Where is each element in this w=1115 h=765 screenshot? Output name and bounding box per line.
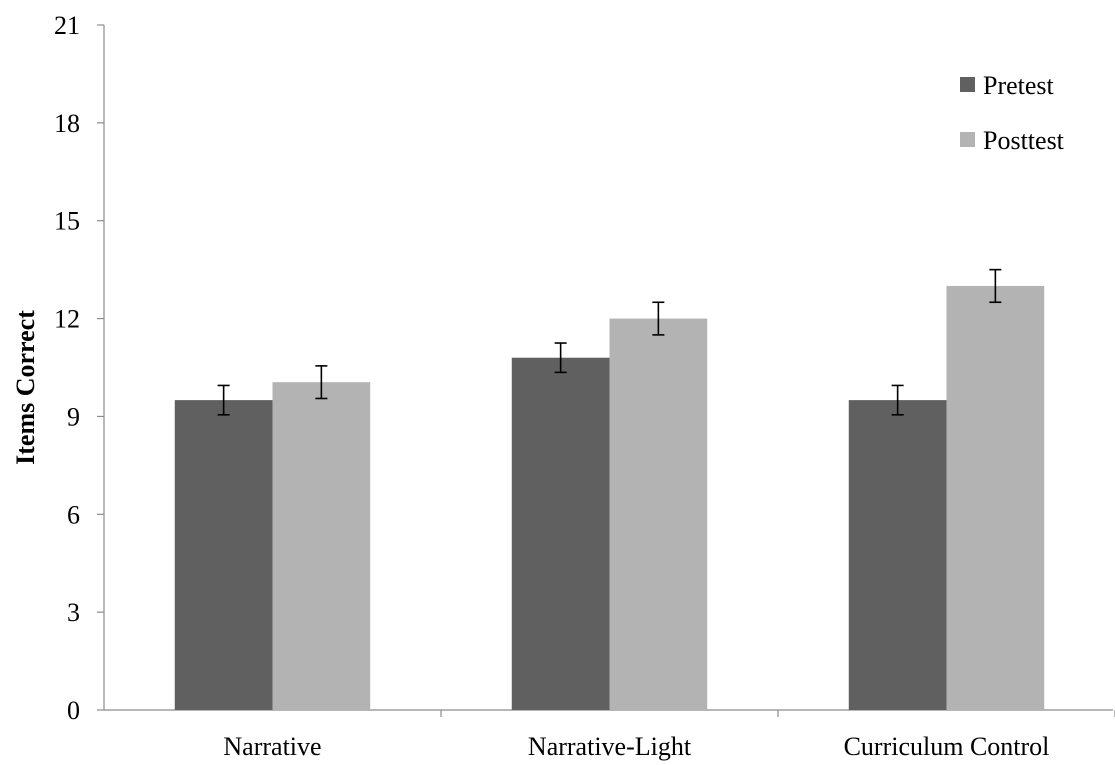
y-tick-label: 9 xyxy=(67,402,80,431)
y-tick-label: 21 xyxy=(54,11,80,40)
y-axis-label: Items Correct xyxy=(11,310,40,465)
x-category-label: Narrative-Light xyxy=(528,732,692,761)
bar-pretest-1 xyxy=(511,357,610,710)
y-tick-label: 6 xyxy=(67,500,80,529)
legend: Pretest Posttest xyxy=(960,71,1065,155)
y-tick-label: 15 xyxy=(54,207,80,236)
legend-label-pretest: Pretest xyxy=(983,71,1055,100)
y-tick-label: 12 xyxy=(54,305,80,334)
x-category-label: Curriculum Control xyxy=(844,732,1050,761)
legend-swatch-pretest xyxy=(960,77,975,92)
error-bars xyxy=(217,268,1002,416)
axes: 0 3 6 9 12 15 18 21 Narrative Narrative-Light Curr… xyxy=(54,11,1115,761)
bar-pretest-2 xyxy=(848,400,947,710)
bar-posttest-2 xyxy=(946,285,1045,710)
bar-pretest-0 xyxy=(174,400,273,710)
bar-posttest-1 xyxy=(609,318,708,710)
y-tick-label: 0 xyxy=(67,696,80,725)
legend-label-posttest: Posttest xyxy=(983,126,1065,155)
legend-swatch-posttest xyxy=(960,132,975,147)
y-tick-label: 18 xyxy=(54,109,80,138)
bars xyxy=(174,285,1045,710)
bar-posttest-0 xyxy=(272,382,371,710)
x-category-label: Narrative xyxy=(223,732,321,761)
y-tick-label: 3 xyxy=(67,598,80,627)
